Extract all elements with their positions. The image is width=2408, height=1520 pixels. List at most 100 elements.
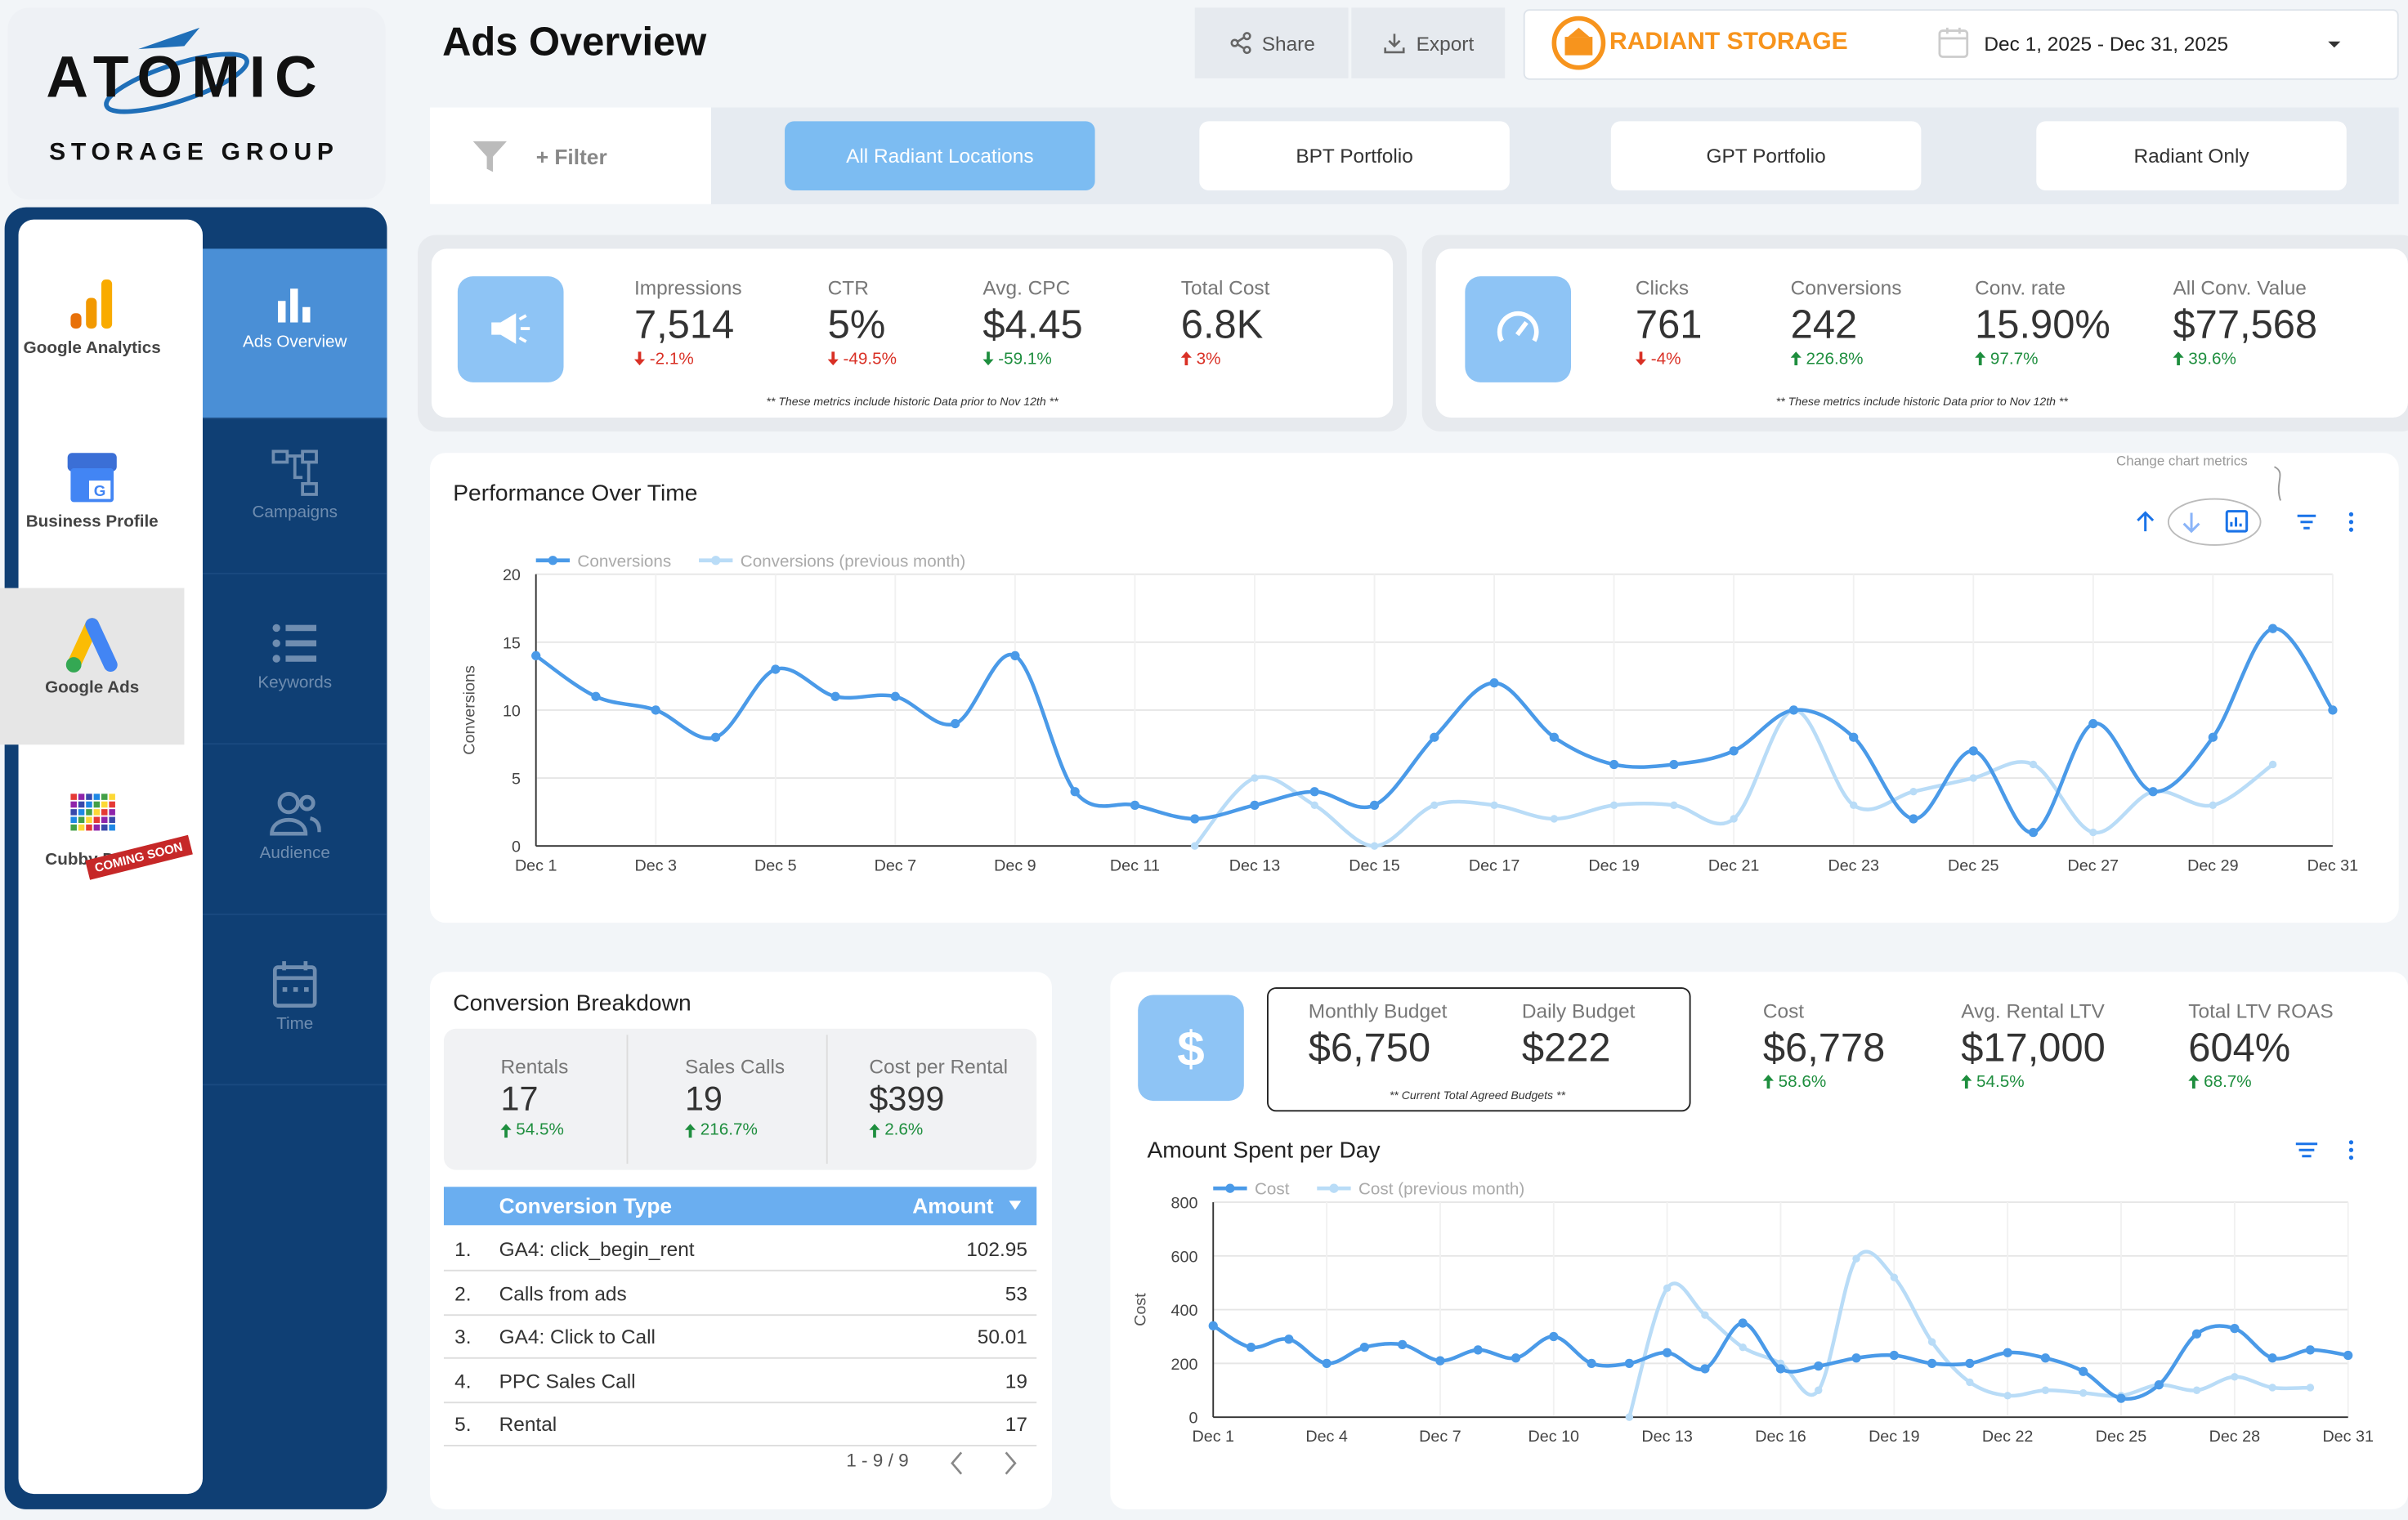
legend-dot [1225, 1183, 1235, 1193]
chart-title: Performance Over Time [453, 481, 698, 507]
metric-label: Cost per Rental [869, 1054, 1009, 1078]
app-item[interactable]: G Business Profile [0, 407, 184, 588]
delta-value: -2.1% [649, 349, 694, 369]
y-tick-label: 20 [503, 566, 521, 584]
y-axis-label: Conversions [461, 665, 479, 755]
data-point [1662, 1348, 1672, 1357]
x-tick-label: Dec 13 [1641, 1428, 1693, 1446]
app-label: Google Analytics [23, 339, 161, 358]
data-point [1968, 746, 1978, 756]
column-header[interactable]: Conversion Type [499, 1192, 673, 1218]
app-item[interactable]: Google Ads [0, 588, 185, 745]
data-point [1370, 842, 1379, 850]
filter-option[interactable]: Radiant Only [2036, 121, 2347, 190]
pager-arrows[interactable] [944, 1450, 1028, 1478]
data-point [2268, 760, 2277, 769]
tab-icon [272, 961, 317, 1008]
metric: Total Cost 6.8K 3% [1180, 276, 1270, 368]
data-point [1359, 1343, 1370, 1352]
delta-value: 39.6% [2188, 349, 2236, 369]
metric: Cost per Rental $399 2.6% [869, 1054, 1009, 1139]
data-point [2191, 1329, 2202, 1339]
trend-arrow [633, 351, 646, 366]
logo-subtext: STORAGE GROUP [49, 139, 339, 166]
data-point [2116, 1393, 2126, 1403]
metric-label: Avg. Rental LTV [1961, 999, 2105, 1023]
metric-value: $6,750 [1308, 1024, 1431, 1071]
data-point [1851, 1353, 1861, 1363]
data-point [1850, 801, 1858, 810]
table-row: 1. GA4: click_begin_rent 102.95 [443, 1227, 1037, 1272]
brand-name: RADIANT STORAGE [1609, 29, 1848, 56]
metric-label: Total Cost [1180, 276, 1270, 300]
logo-text: ATOMIC [46, 46, 326, 111]
tab-icon [272, 624, 317, 663]
trend-arrow [1961, 1075, 1972, 1089]
export-icon [1384, 34, 1405, 54]
metric-label: Monthly Budget [1308, 999, 1448, 1023]
metric-label: CTR [827, 276, 869, 300]
row-type: Calls from ads [499, 1281, 627, 1305]
data-point [1190, 814, 1200, 824]
nav-tab[interactable]: Keywords [203, 574, 387, 745]
legend-dot [711, 556, 721, 566]
data-point [1511, 1353, 1521, 1363]
page-title: Ads Overview [442, 18, 707, 65]
filter-label[interactable]: + Filter [535, 144, 607, 169]
x-tick-label: Dec 7 [875, 856, 917, 874]
export-button[interactable]: Export [1351, 7, 1506, 78]
filter-box[interactable] [430, 107, 711, 204]
x-tick-label: Dec 3 [634, 856, 677, 874]
trend-arrow [2188, 1075, 2200, 1089]
data-point [1609, 801, 1618, 810]
share-button[interactable]: Share [1194, 7, 1349, 78]
data-point [1191, 842, 1199, 850]
filter-option[interactable]: GPT Portfolio [1610, 121, 1922, 190]
app-item[interactable]: Google Analytics [0, 220, 184, 407]
data-point [1670, 801, 1678, 810]
date-range[interactable]: Dec 1, 2025 - Dec 31, 2025 [1984, 32, 2229, 56]
trend-arrow [1790, 351, 1802, 366]
data-point [890, 691, 900, 701]
filter-option[interactable]: BPT Portfolio [1199, 121, 1510, 190]
metric-value: $6,778 [1762, 1024, 1886, 1071]
export-label: Export [1416, 31, 1475, 55]
x-tick-label: Dec 25 [2096, 1428, 2147, 1446]
kpi-note: ** These metrics include historic Data p… [1775, 394, 2068, 409]
metric-delta: 226.8% [1790, 350, 1902, 368]
data-point [1909, 814, 1918, 824]
data-point [1208, 1321, 1218, 1330]
divider [626, 1035, 629, 1165]
stats-panel [443, 1028, 1037, 1170]
data-point [1625, 1413, 1634, 1421]
metric-value: 242 [1790, 301, 1858, 347]
x-tick-label: Dec 11 [1110, 856, 1160, 874]
nav-tab[interactable]: Ads Overview [203, 248, 387, 419]
legend-dot [548, 556, 558, 566]
data-point [1489, 678, 1499, 688]
nav-tab[interactable]: Time [203, 915, 387, 1086]
nav-tab[interactable]: Campaigns [203, 404, 387, 574]
nav-tab[interactable]: Audience [203, 744, 387, 915]
column-header[interactable]: Amount [912, 1192, 994, 1218]
tab-label: Campaigns [252, 503, 338, 522]
data-point [1310, 801, 1318, 810]
y-tick-label: 10 [503, 702, 521, 720]
data-point [1490, 801, 1498, 810]
row-amount: 19 [1005, 1368, 1027, 1393]
metric-delta: 68.7% [2188, 1073, 2333, 1091]
app-label: Business Profile [25, 512, 159, 532]
metric-delta: 58.6% [1762, 1073, 1885, 1091]
metric-label: Conv. rate [1975, 276, 2066, 300]
metric: Total LTV ROAS 604% 68.7% [2188, 999, 2334, 1091]
filter-option[interactable]: All Radiant Locations [785, 121, 1095, 190]
table-row: 4. PPC Sales Call 19 [443, 1358, 1037, 1403]
metric: Cost $6,778 58.6% [1762, 999, 1886, 1091]
row-amount: 50.01 [977, 1325, 1027, 1348]
x-tick-label: Dec 10 [1528, 1428, 1580, 1446]
data-point [1927, 1358, 1937, 1369]
y-axis-label: Cost [1132, 1293, 1150, 1326]
metric-label: Clicks [1635, 276, 1690, 300]
x-tick-label: Dec 7 [1419, 1428, 1461, 1446]
x-tick-label: Dec 31 [2322, 1428, 2373, 1446]
